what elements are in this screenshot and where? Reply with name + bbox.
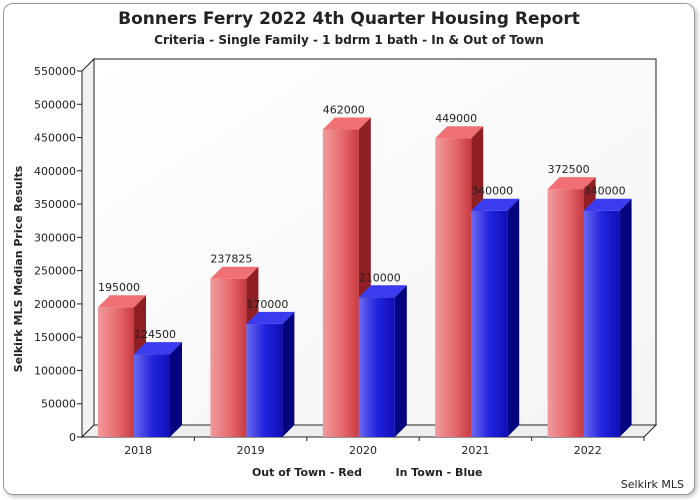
legend-in-town: In Town - Blue — [395, 466, 482, 479]
bar-out-of-town-2019-top — [210, 266, 259, 279]
y-tick-label: 50000 — [41, 398, 76, 411]
bar-out-of-town-2018-top — [98, 295, 146, 308]
y-tick-label: 500000 — [34, 98, 76, 111]
y-tick-label: 450000 — [34, 132, 76, 145]
bar-in-town-2021 — [471, 210, 508, 437]
value-label-out-of-town-2019: 237825 — [210, 253, 252, 266]
x-category-label: 2021 — [461, 444, 489, 457]
y-tick-label: 350000 — [34, 198, 76, 211]
plot-side-wall — [81, 57, 95, 439]
bar-out-of-town-2018 — [98, 307, 134, 437]
y-tick-label: 250000 — [34, 265, 76, 278]
bar-in-town-2019-side — [282, 311, 295, 437]
x-category-label: 2022 — [574, 444, 602, 457]
y-tick-label: 300000 — [34, 231, 76, 244]
bar-out-of-town-2019 — [210, 278, 247, 437]
legend-out-of-town: Out of Town - Red — [252, 466, 362, 479]
bar-in-town-2018-side — [170, 342, 182, 437]
bar-in-town-2020-side — [394, 285, 407, 437]
value-label-in-town-2020: 210000 — [359, 271, 401, 284]
chart-frame: Bonners Ferry 2022 4th Quarter Housing R… — [3, 3, 695, 495]
bar-out-of-town-2022 — [547, 189, 584, 437]
bar-out-of-town-2020-top — [322, 117, 371, 130]
bar-in-town-2018 — [134, 354, 170, 437]
y-tick-label: 0 — [69, 431, 76, 444]
value-label-in-town-2022: 340000 — [584, 185, 626, 198]
bar-in-town-2019 — [246, 323, 283, 437]
bar-in-town-2022-side — [619, 198, 632, 437]
y-tick-label: 400000 — [34, 165, 76, 178]
value-label-out-of-town-2020: 462000 — [323, 104, 365, 117]
bar-in-town-2020 — [358, 297, 395, 437]
value-label-out-of-town-2021: 449000 — [435, 112, 477, 125]
bar-out-of-town-2021 — [435, 138, 472, 437]
bar-in-town-2021-side — [507, 198, 520, 437]
chart-title: Bonners Ferry 2022 4th Quarter Housing R… — [118, 9, 580, 29]
chart-canvas: Bonners Ferry 2022 4th Quarter Housing R… — [12, 9, 684, 491]
x-category-label: 2020 — [349, 444, 377, 457]
x-category-label: 2019 — [237, 444, 265, 457]
x-category-label: 2018 — [124, 444, 152, 457]
value-label-out-of-town-2018: 195000 — [98, 281, 140, 294]
y-tick-label: 150000 — [34, 331, 76, 344]
bar-out-of-town-2021-top — [435, 126, 484, 139]
bar-out-of-town-2020 — [322, 129, 359, 437]
value-label-in-town-2018: 124500 — [134, 328, 176, 341]
y-tick-label: 100000 — [34, 364, 76, 377]
y-tick-label: 200000 — [34, 298, 76, 311]
plot-area: 0 50000 100000 150000 200000 250000 300000 3500… — [34, 57, 658, 457]
y-axis-title: Selkirk MLS Median Price Results — [12, 165, 25, 372]
bar-in-town-2020-top — [358, 285, 407, 298]
value-label-out-of-town-2022: 372500 — [548, 163, 590, 176]
bar-out-of-town-2022-top — [547, 177, 596, 190]
bar-in-town-2018-top — [134, 342, 182, 355]
value-label-in-town-2019: 170000 — [246, 298, 288, 311]
chart-subtitle: Criteria - Single Family - 1 bdrm 1 bath… — [154, 33, 544, 47]
y-tick-label: 550000 — [34, 65, 76, 78]
bar-in-town-2022 — [583, 210, 620, 437]
source-credit: Selkirk MLS — [621, 478, 684, 491]
value-label-in-town-2021: 340000 — [471, 185, 513, 198]
bar-in-town-2019-top — [246, 311, 295, 324]
bar-in-town-2021-top — [471, 198, 520, 211]
bar-in-town-2022-top — [583, 198, 632, 211]
